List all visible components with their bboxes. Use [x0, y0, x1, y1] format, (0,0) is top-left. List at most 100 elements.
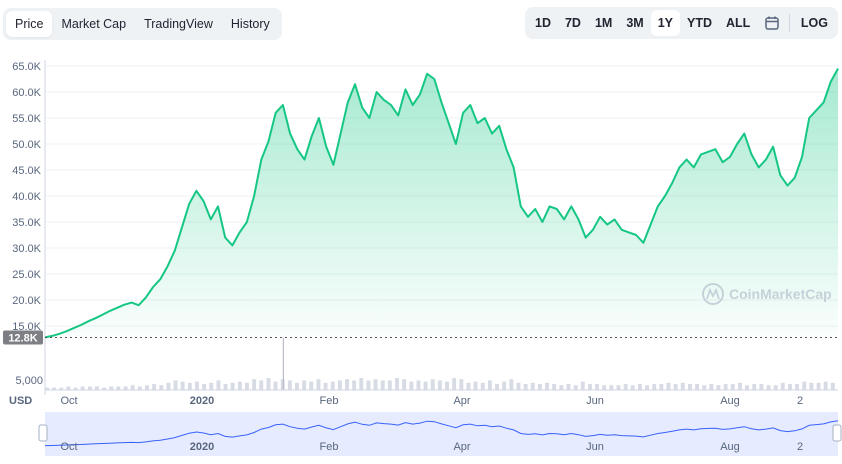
- volume-bar: [602, 385, 607, 390]
- volume-bar: [80, 386, 85, 390]
- volume-bar: [323, 382, 328, 390]
- volume-bar: [552, 384, 557, 390]
- time-range-selector: 1D 7D 1M 3M 1Y YTD ALL LOG: [525, 7, 838, 39]
- range-navigator[interactable]: Oct 2020 Feb Apr Jun Aug 2: [38, 412, 842, 456]
- volume-bar: [387, 380, 392, 390]
- volume-bar: [130, 385, 135, 390]
- volume-bar: [395, 378, 399, 390]
- volume-bar: [437, 380, 442, 390]
- navigator-left-handle[interactable]: [38, 424, 48, 442]
- volume-bar: [566, 384, 571, 390]
- range-7d-button[interactable]: 7D: [564, 16, 581, 30]
- volume-bar: [52, 387, 56, 390]
- volume-bar: [695, 384, 699, 390]
- range-divider: [788, 14, 790, 32]
- navigator-tick-label: Jun: [586, 441, 604, 453]
- range-all-button[interactable]: ALL: [726, 16, 751, 30]
- volume-bar: [509, 379, 514, 390]
- volume-bar: [337, 380, 342, 390]
- tab-price[interactable]: Price: [6, 11, 53, 37]
- navigator-tick-label: Aug: [720, 441, 740, 453]
- volume-bar: [545, 382, 549, 390]
- volume-bar: [523, 384, 528, 390]
- volume-bar: [309, 381, 314, 390]
- volume-bar: [116, 386, 121, 390]
- volume-bar: [537, 384, 542, 390]
- price-line: [44, 68, 839, 339]
- volume-bar: [209, 382, 214, 390]
- range-1d-button[interactable]: 1D: [535, 16, 551, 30]
- volume-bar: [802, 381, 807, 390]
- volume-bar: [109, 386, 114, 390]
- navigator-tick-label: 2020: [190, 441, 214, 453]
- volume-bar: [459, 379, 464, 390]
- current-price-label: 12.8K: [8, 332, 37, 344]
- volume-bar: [273, 381, 278, 390]
- volume-bar: [623, 384, 628, 390]
- volume-bar: [473, 381, 478, 390]
- volume-bar: [66, 386, 71, 390]
- volume-bar: [645, 385, 649, 390]
- volume-bar: [280, 379, 285, 390]
- volume-bar: [409, 381, 414, 390]
- volume-bar: [230, 382, 235, 390]
- y-tick-label: 25.0K: [12, 269, 41, 281]
- y-tick-label: 45.0K: [12, 165, 41, 177]
- volume-bar: [402, 379, 407, 390]
- tab-tradingview[interactable]: TradingView: [144, 17, 213, 31]
- range-1y-button[interactable]: 1Y: [650, 10, 681, 36]
- volume-bar: [580, 381, 585, 390]
- volume-bar: [559, 385, 564, 390]
- volume-bar: [480, 382, 485, 390]
- volume-bar: [823, 381, 828, 390]
- volume-bar: [287, 380, 292, 390]
- volume-bar: [766, 385, 771, 390]
- y-tick-label: 55.0K: [12, 113, 41, 125]
- calendar-icon[interactable]: [757, 10, 787, 36]
- volume-bar: [759, 384, 764, 390]
- range-ytd-button[interactable]: YTD: [687, 16, 713, 30]
- volume-bar: [245, 382, 249, 390]
- range-3m-button[interactable]: 3M: [626, 16, 644, 30]
- volume-bar: [173, 380, 178, 390]
- y-tick-label: 30.0K: [12, 243, 41, 255]
- volume-bar: [330, 381, 335, 390]
- y-tick-label: 15.0K: [12, 321, 41, 333]
- tab-market-cap[interactable]: Market Cap: [61, 17, 127, 31]
- volume-bar: [145, 385, 149, 390]
- y-tick-label: 35.0K: [12, 217, 41, 229]
- x-tick-label: 2020: [190, 395, 214, 407]
- volume-bar: [780, 382, 785, 390]
- volume-bar: [266, 378, 271, 390]
- volume-tick-label: 5,000: [15, 375, 43, 387]
- range-1m-button[interactable]: 1M: [594, 16, 613, 30]
- x-tick-label: Apr: [453, 395, 470, 407]
- volume-bar: [423, 381, 428, 390]
- volume-bar: [680, 382, 685, 390]
- volume-bar: [616, 385, 621, 390]
- x-tick-label: Jun: [586, 395, 604, 407]
- volume-bar: [137, 386, 142, 390]
- log-scale-toggle[interactable]: LOG: [800, 16, 828, 30]
- volume-bar: [252, 379, 257, 390]
- price-area-fill: [45, 68, 838, 338]
- volume-bar: [202, 384, 207, 390]
- navigator-line: [44, 420, 839, 447]
- volume-bar: [237, 381, 242, 390]
- volume-bar: [809, 382, 814, 390]
- volume-bar: [166, 382, 171, 390]
- volume-bar: [745, 385, 749, 390]
- volume-bar: [359, 378, 364, 390]
- volume-bar: [609, 385, 614, 390]
- x-tick-label: Aug: [720, 395, 740, 407]
- volume-bar: [345, 379, 349, 390]
- volume-bar: [45, 387, 49, 390]
- volume-bar: [487, 380, 492, 390]
- volume-bar: [445, 381, 449, 390]
- navigator-right-handle[interactable]: [832, 424, 842, 442]
- y-tick-label: 20.0K: [12, 295, 41, 307]
- tab-history[interactable]: History: [230, 17, 270, 31]
- volume-bar: [452, 378, 457, 390]
- volume-bar: [723, 384, 728, 390]
